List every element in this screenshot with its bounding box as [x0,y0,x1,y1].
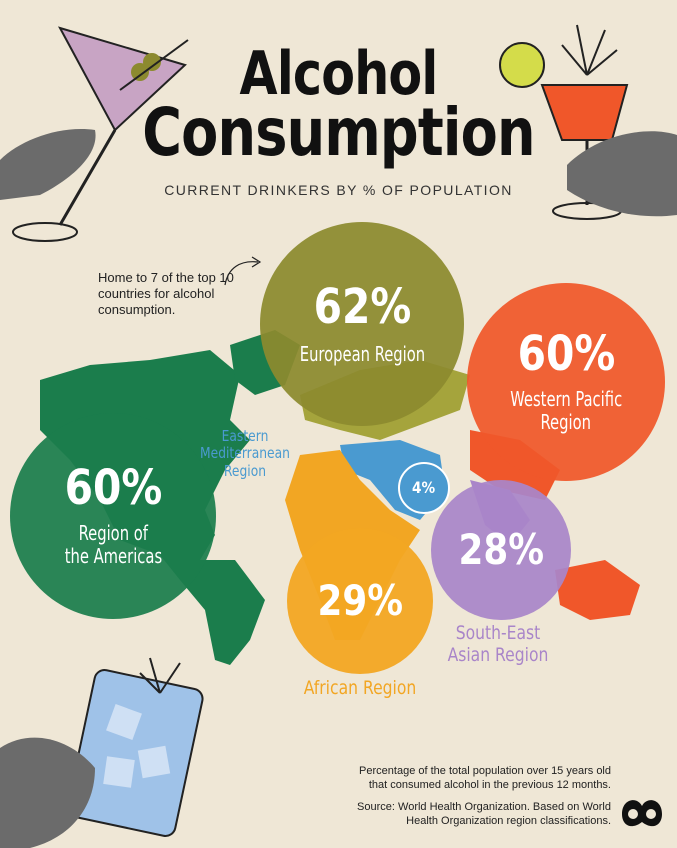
source-line-1: Source: World Health Organization. Based… [357,801,611,813]
african-region-bubble: 29% [287,528,433,674]
eastern-med-name-1: Eastern [221,427,269,445]
western-pacific-region-percent: 60% [517,326,615,382]
subtitle: CURRENT DRINKERS BY % OF POPULATION [164,182,513,198]
eastern-med-name-3: Region [223,461,267,480]
footnote-line-2: that consumed alcohol in the previous 12… [368,779,611,791]
source: Source: World Health Organization. Based… [357,800,611,828]
african-region-percent: 29% [317,576,403,625]
americas-region-name-1: Region of [78,521,148,545]
americas-region-name-2: the Americas [64,544,162,568]
title-line-2: Consumption [142,94,535,171]
eastern-med-region-percent: 4% [412,478,436,497]
eastern-med-region-bubble: 4% [398,462,450,514]
south-east-asian-name-2: Asian Region [447,643,549,666]
martini-glass-illustration [0,26,189,242]
eastern-med-label: Eastern Mediterranean Region [192,427,299,480]
european-region-bubble: 62% European Region [260,222,464,426]
footnote: Percentage of the total population over … [359,764,611,792]
south-east-asian-region-bubble: 28% [431,480,571,620]
iced-drink-illustration [0,657,204,848]
western-pacific-region-bubble: 60% Western Pacific Region [467,283,665,481]
south-east-asian-label: South-East Asian Region [441,622,556,667]
note-arrow [224,261,259,286]
australia [555,560,640,620]
european-region-name: European Region [299,341,425,366]
western-pacific-region-name-1: Western Pacific [510,387,622,411]
publisher-logo-icon [622,800,662,827]
south-east-asian-name-1: South-East [455,622,541,644]
orange-cocktail-illustration [499,24,677,220]
title-line-1: Alcohol [239,39,439,109]
african-region-name: African Region [303,677,417,699]
americas-region-percent: 60% [64,460,162,516]
european-note: Home to 7 of the top 10 countries for al… [98,270,234,317]
footnote-line-1: Percentage of the total population over … [359,765,611,777]
western-pacific-region-name-2: Region [540,410,592,434]
european-region-percent: 62% [313,278,411,335]
americas-region-bubble: 60% Region of the Americas [10,413,216,619]
south-east-asian-region-percent: 28% [458,525,544,574]
eastern-med-name-2: Mediterranean [200,444,290,463]
source-line-2: Health Organization region classificatio… [406,815,611,827]
